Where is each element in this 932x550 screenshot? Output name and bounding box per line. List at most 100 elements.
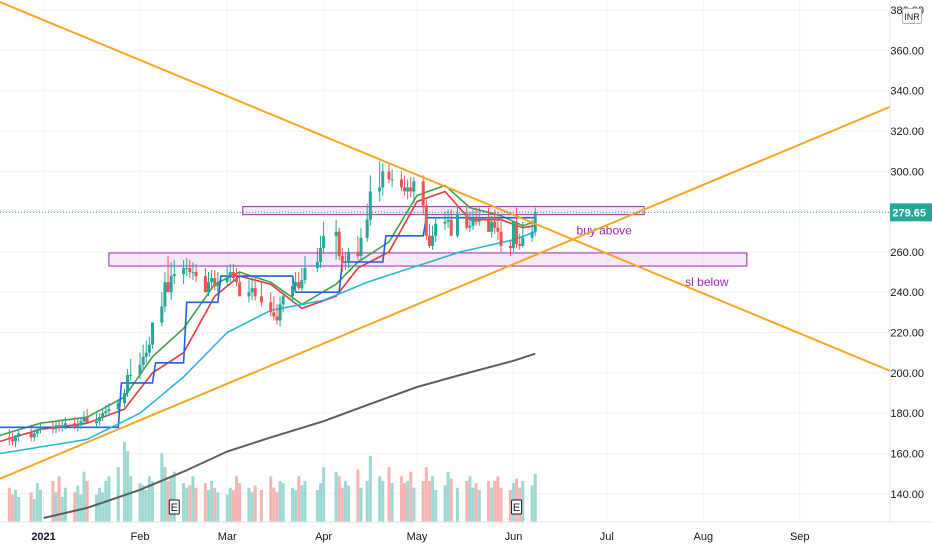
candle-body (35, 429, 39, 434)
volume-bar (163, 467, 167, 522)
volume-bar (319, 483, 323, 522)
candle-body (291, 286, 295, 297)
volume-bar (247, 487, 251, 522)
volume-bar (150, 480, 154, 522)
candle-body (182, 268, 186, 275)
volume-bar (387, 467, 391, 522)
volume-bar (238, 483, 242, 522)
volume-bar (166, 480, 170, 522)
price-zones[interactable]: buy above sl below (108, 206, 748, 289)
volume-bar (259, 490, 263, 522)
volume-bar (235, 476, 239, 522)
volume-bar (347, 485, 351, 522)
candle-body (82, 417, 86, 422)
price-tick-label: 200.00 (890, 368, 924, 380)
candle-body (231, 272, 235, 279)
last-price-badge (890, 203, 932, 222)
last-price-label: 279.65 (892, 207, 926, 219)
candle-body (356, 251, 360, 256)
volume-bar (431, 476, 435, 522)
volume-bar (188, 485, 192, 522)
ma-200-line (43, 352, 536, 519)
trendlines[interactable] (0, 1, 891, 480)
time-tick-label: Apr (315, 531, 332, 543)
candle-body (381, 171, 385, 188)
earnings-marker-label: E (513, 502, 520, 514)
volume-bar (365, 480, 369, 522)
candle-body (216, 282, 220, 287)
earnings-marker (168, 499, 180, 515)
volume-bar (141, 485, 145, 522)
volume-bar (291, 487, 295, 522)
price-tick-label: 240.00 (890, 287, 924, 299)
volume-bar (530, 485, 534, 522)
candle-body (225, 276, 229, 283)
volume-bar (213, 487, 217, 522)
volume-bar (446, 471, 450, 522)
candle-body (269, 302, 273, 313)
candle-body (515, 221, 519, 244)
price-tick-label: 220.00 (890, 328, 924, 340)
candle-body (406, 187, 410, 192)
time-axis-background (0, 522, 932, 550)
time-tick-label: 2021 (31, 531, 55, 543)
volume-bar (499, 487, 503, 522)
candle-body (160, 306, 164, 323)
volume-bar (57, 476, 61, 522)
volume-bar (54, 492, 58, 522)
price-tick-label: 360.00 (890, 45, 924, 57)
volume-bar (409, 471, 413, 522)
candle-body (521, 237, 525, 246)
volume-bar (521, 480, 525, 522)
candle-body (126, 374, 130, 394)
price-axis-background (890, 0, 932, 550)
volume-bar (144, 490, 148, 522)
volume-bar (216, 492, 220, 522)
candle-body (147, 344, 151, 353)
volume-bar (378, 476, 382, 522)
candle-body (297, 282, 301, 289)
candle-body (203, 276, 207, 293)
buy-zone (242, 206, 645, 216)
candle-body (518, 243, 522, 246)
sl-zone-label: sl below (685, 275, 729, 289)
price-tick-label: 340.00 (890, 86, 924, 98)
candle-body (340, 255, 344, 263)
volume-bar (35, 483, 39, 522)
volume-bar (14, 490, 18, 522)
candle-body (144, 352, 148, 357)
volume-bar (334, 471, 338, 522)
candle-body (421, 181, 425, 206)
price-axis[interactable]: 140.00 160.00 180.00 200.00 220.00 240.00 260.… (889, 0, 932, 550)
volume-bar (79, 494, 83, 522)
time-axis[interactable]: 2021 Feb Mar Apr May Jun Jul Aug Sep (0, 521, 932, 550)
earnings-marker (511, 499, 523, 515)
candle-body (281, 296, 285, 305)
candlesticks (7, 161, 537, 448)
candle-body (247, 292, 251, 297)
candle-body (319, 247, 323, 263)
volume-bar (343, 480, 347, 522)
chart-grid (0, 0, 890, 522)
candle-body (409, 187, 413, 192)
volume-bar (76, 485, 80, 522)
price-tick-label: 320.00 (890, 126, 924, 138)
time-tick-label: Jul (600, 531, 614, 543)
candle-body (98, 417, 102, 422)
candle-body (210, 278, 214, 283)
time-tick-label: Mar (218, 531, 237, 543)
volume-bar (337, 476, 341, 522)
volume-bar (160, 453, 164, 522)
volume-bar (340, 487, 344, 522)
ma-medium-line (0, 184, 536, 437)
candle-body (424, 205, 428, 236)
candle-body (107, 409, 111, 412)
volume-bar (191, 476, 195, 522)
volume-bar (231, 490, 235, 522)
volume-bar (182, 483, 186, 522)
ma-step-line (0, 216, 536, 429)
volume-bar (390, 483, 394, 522)
currency-badge[interactable]: INR (902, 8, 922, 24)
